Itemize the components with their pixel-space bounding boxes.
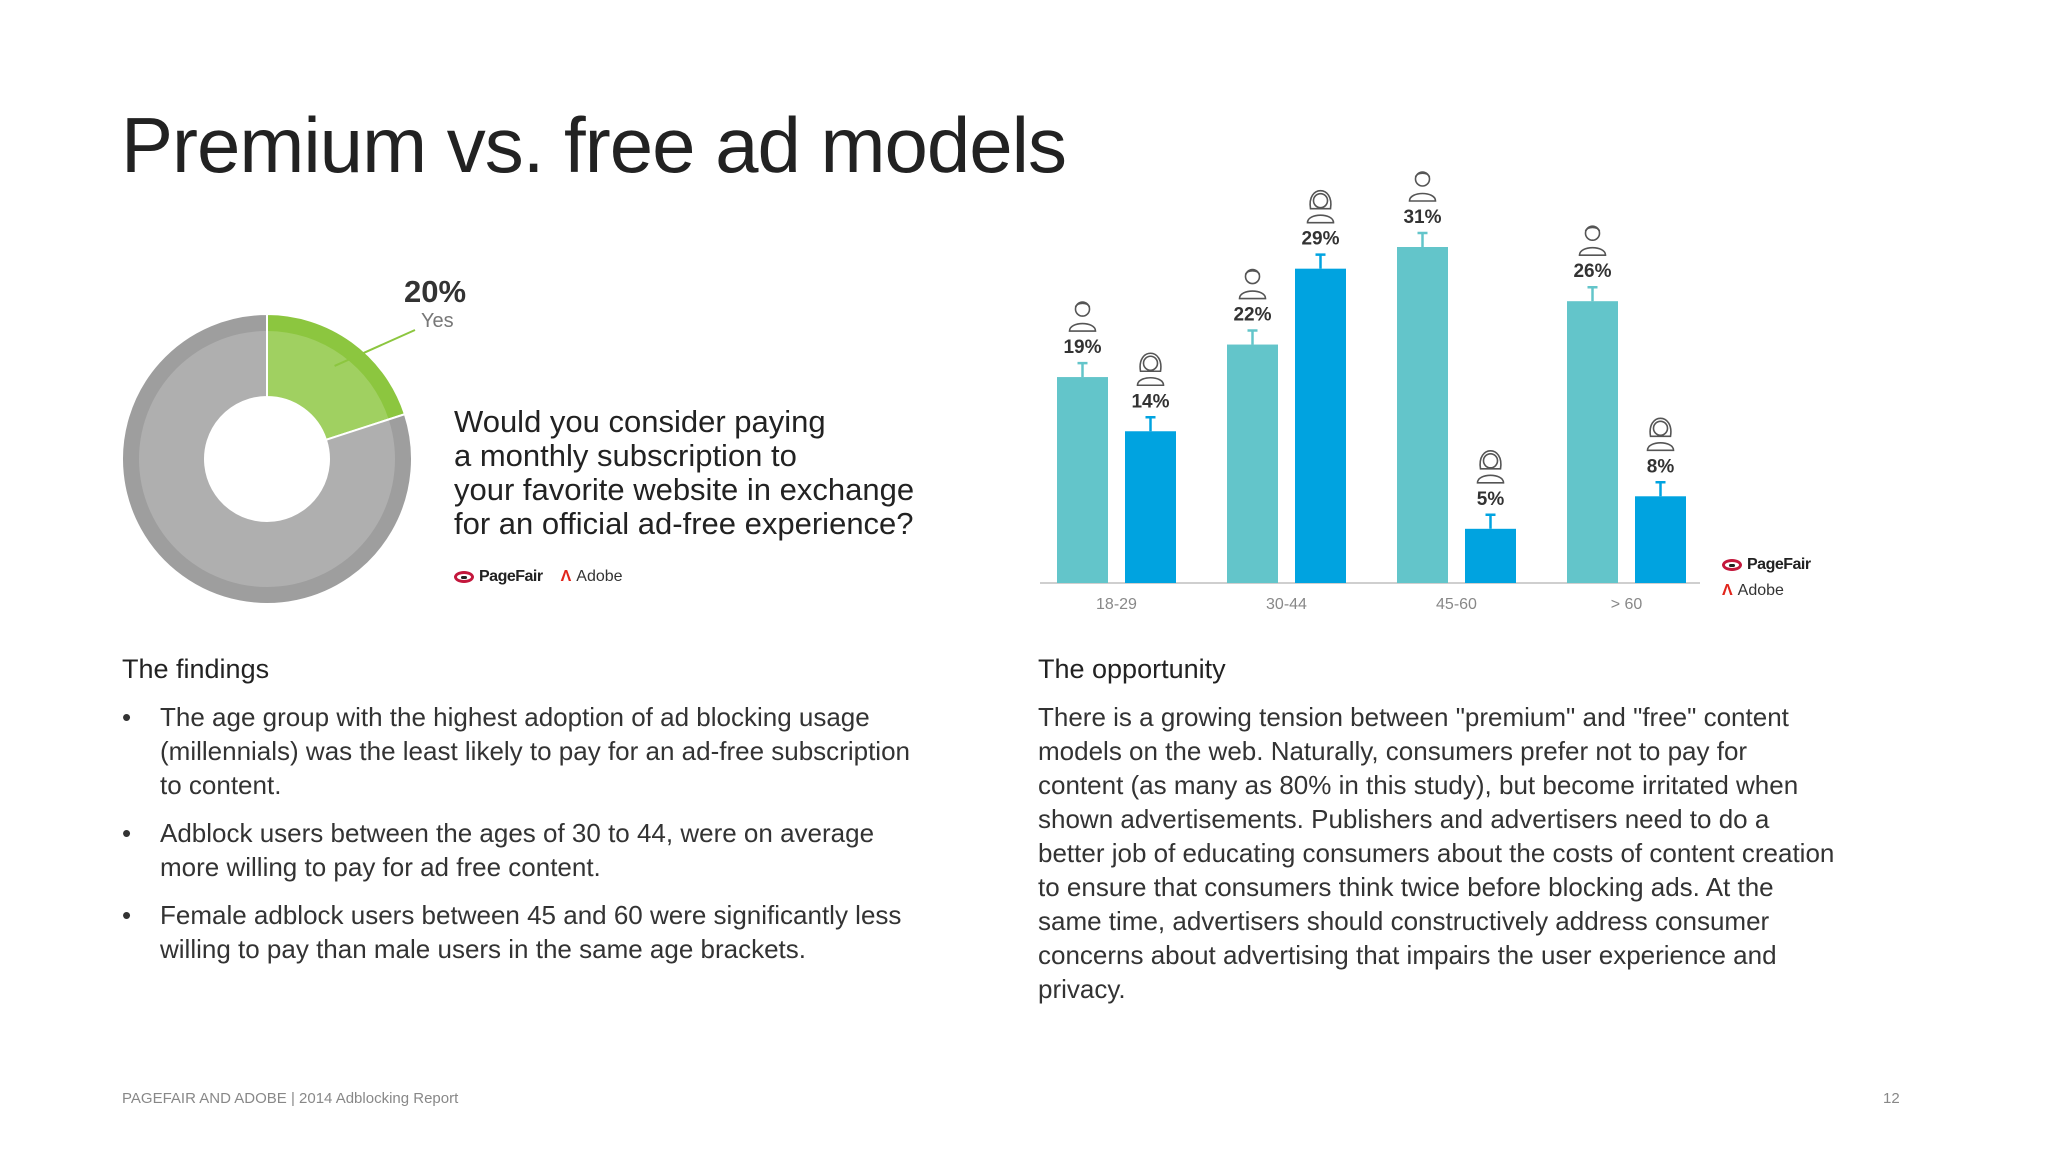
female-person-icon xyxy=(1646,417,1675,452)
data-label: 19% xyxy=(1063,337,1101,358)
bar xyxy=(1567,301,1618,583)
bar xyxy=(1057,377,1108,583)
data-label: 29% xyxy=(1301,229,1339,250)
bar xyxy=(1295,268,1346,583)
bar xyxy=(1635,496,1686,583)
data-label: 14% xyxy=(1131,391,1169,412)
adobe-icon: Λ xyxy=(560,568,572,585)
list-item: The age group with the highest adoption … xyxy=(122,700,922,802)
x-tick-label: 30-44 xyxy=(1266,596,1307,613)
question-line: Would you consider paying xyxy=(454,404,826,439)
adobe-icon: Λ xyxy=(1722,582,1733,599)
survey-question: Would you consider paying a monthly subs… xyxy=(454,405,934,541)
donut-chart xyxy=(121,312,416,605)
question-line: a monthly subscription to xyxy=(454,438,797,473)
page-number: 12 xyxy=(1883,1090,1900,1107)
male-person-icon xyxy=(1068,301,1097,332)
error-bar xyxy=(1485,513,1496,529)
donut-inner-ring xyxy=(267,331,389,440)
female-person-icon xyxy=(1136,352,1165,387)
opportunity-text: There is a growing tension between "prem… xyxy=(1038,702,1835,1004)
data-label: 8% xyxy=(1647,456,1675,477)
error-bar xyxy=(1655,481,1666,497)
chart-source-logos: PageFair Λ Adobe xyxy=(1722,556,1811,600)
pagefair-icon xyxy=(1722,559,1742,571)
male-person-icon xyxy=(1408,171,1437,202)
opportunity-heading: The opportunity xyxy=(1038,654,1226,684)
adobe-logo: Λ Adobe xyxy=(560,568,623,585)
bar xyxy=(1465,528,1516,583)
error-bar xyxy=(1247,329,1258,345)
error-bar xyxy=(1077,361,1088,378)
data-label: 22% xyxy=(1233,305,1271,326)
error-bar xyxy=(1587,285,1598,302)
donut-slice-yes xyxy=(266,312,407,442)
data-label: 5% xyxy=(1477,489,1505,510)
bar xyxy=(1125,431,1176,583)
donut-callout-label: Yes xyxy=(421,310,454,332)
donut-callout-line xyxy=(334,329,416,367)
findings-heading: The findings xyxy=(122,654,270,684)
bar xyxy=(1227,344,1278,583)
list-item: Adblock users between the ages of 30 to … xyxy=(122,816,922,884)
x-tick-label: 18-29 xyxy=(1096,596,1137,613)
female-person-icon xyxy=(1476,450,1505,484)
bar-chart: 19% 14% 18-29 22% 29% 30-44 31% 5% 45-60 26% 8% > 6… xyxy=(1040,171,1700,613)
list-item: Female adblock users between 45 and 60 w… xyxy=(122,898,922,966)
pagefair-logo: PageFair xyxy=(454,568,543,586)
error-bar xyxy=(1417,231,1428,247)
question-line: your favorite website in exchange xyxy=(454,472,915,507)
male-person-icon xyxy=(1578,225,1607,256)
error-bar xyxy=(1145,416,1156,432)
footer-source: PAGEFAIR AND ADOBE | 2014 Adblocking Rep… xyxy=(122,1090,459,1107)
x-tick-label: 45-60 xyxy=(1436,596,1477,613)
female-person-icon xyxy=(1306,189,1335,224)
findings-list: The age group with the highest adoption … xyxy=(122,700,922,980)
adobe-logo: Λ Adobe xyxy=(1722,582,1784,599)
pagefair-logo: PageFair xyxy=(1722,556,1811,574)
x-tick-label: > 60 xyxy=(1611,596,1643,613)
page-title: Premium vs. free ad models xyxy=(121,101,1067,189)
male-person-icon xyxy=(1238,268,1267,300)
donut-callout-value: 20% xyxy=(404,274,467,309)
data-label: 26% xyxy=(1573,261,1611,282)
data-label: 31% xyxy=(1403,207,1441,228)
donut-slice-rest xyxy=(121,312,413,605)
error-bar xyxy=(1315,253,1326,269)
bar xyxy=(1397,247,1448,583)
pagefair-icon xyxy=(454,571,474,583)
source-logos: PageFair Λ Adobe xyxy=(454,568,623,586)
question-line: for an official ad-free experience? xyxy=(454,506,914,541)
donut-inner-ring xyxy=(139,331,395,587)
